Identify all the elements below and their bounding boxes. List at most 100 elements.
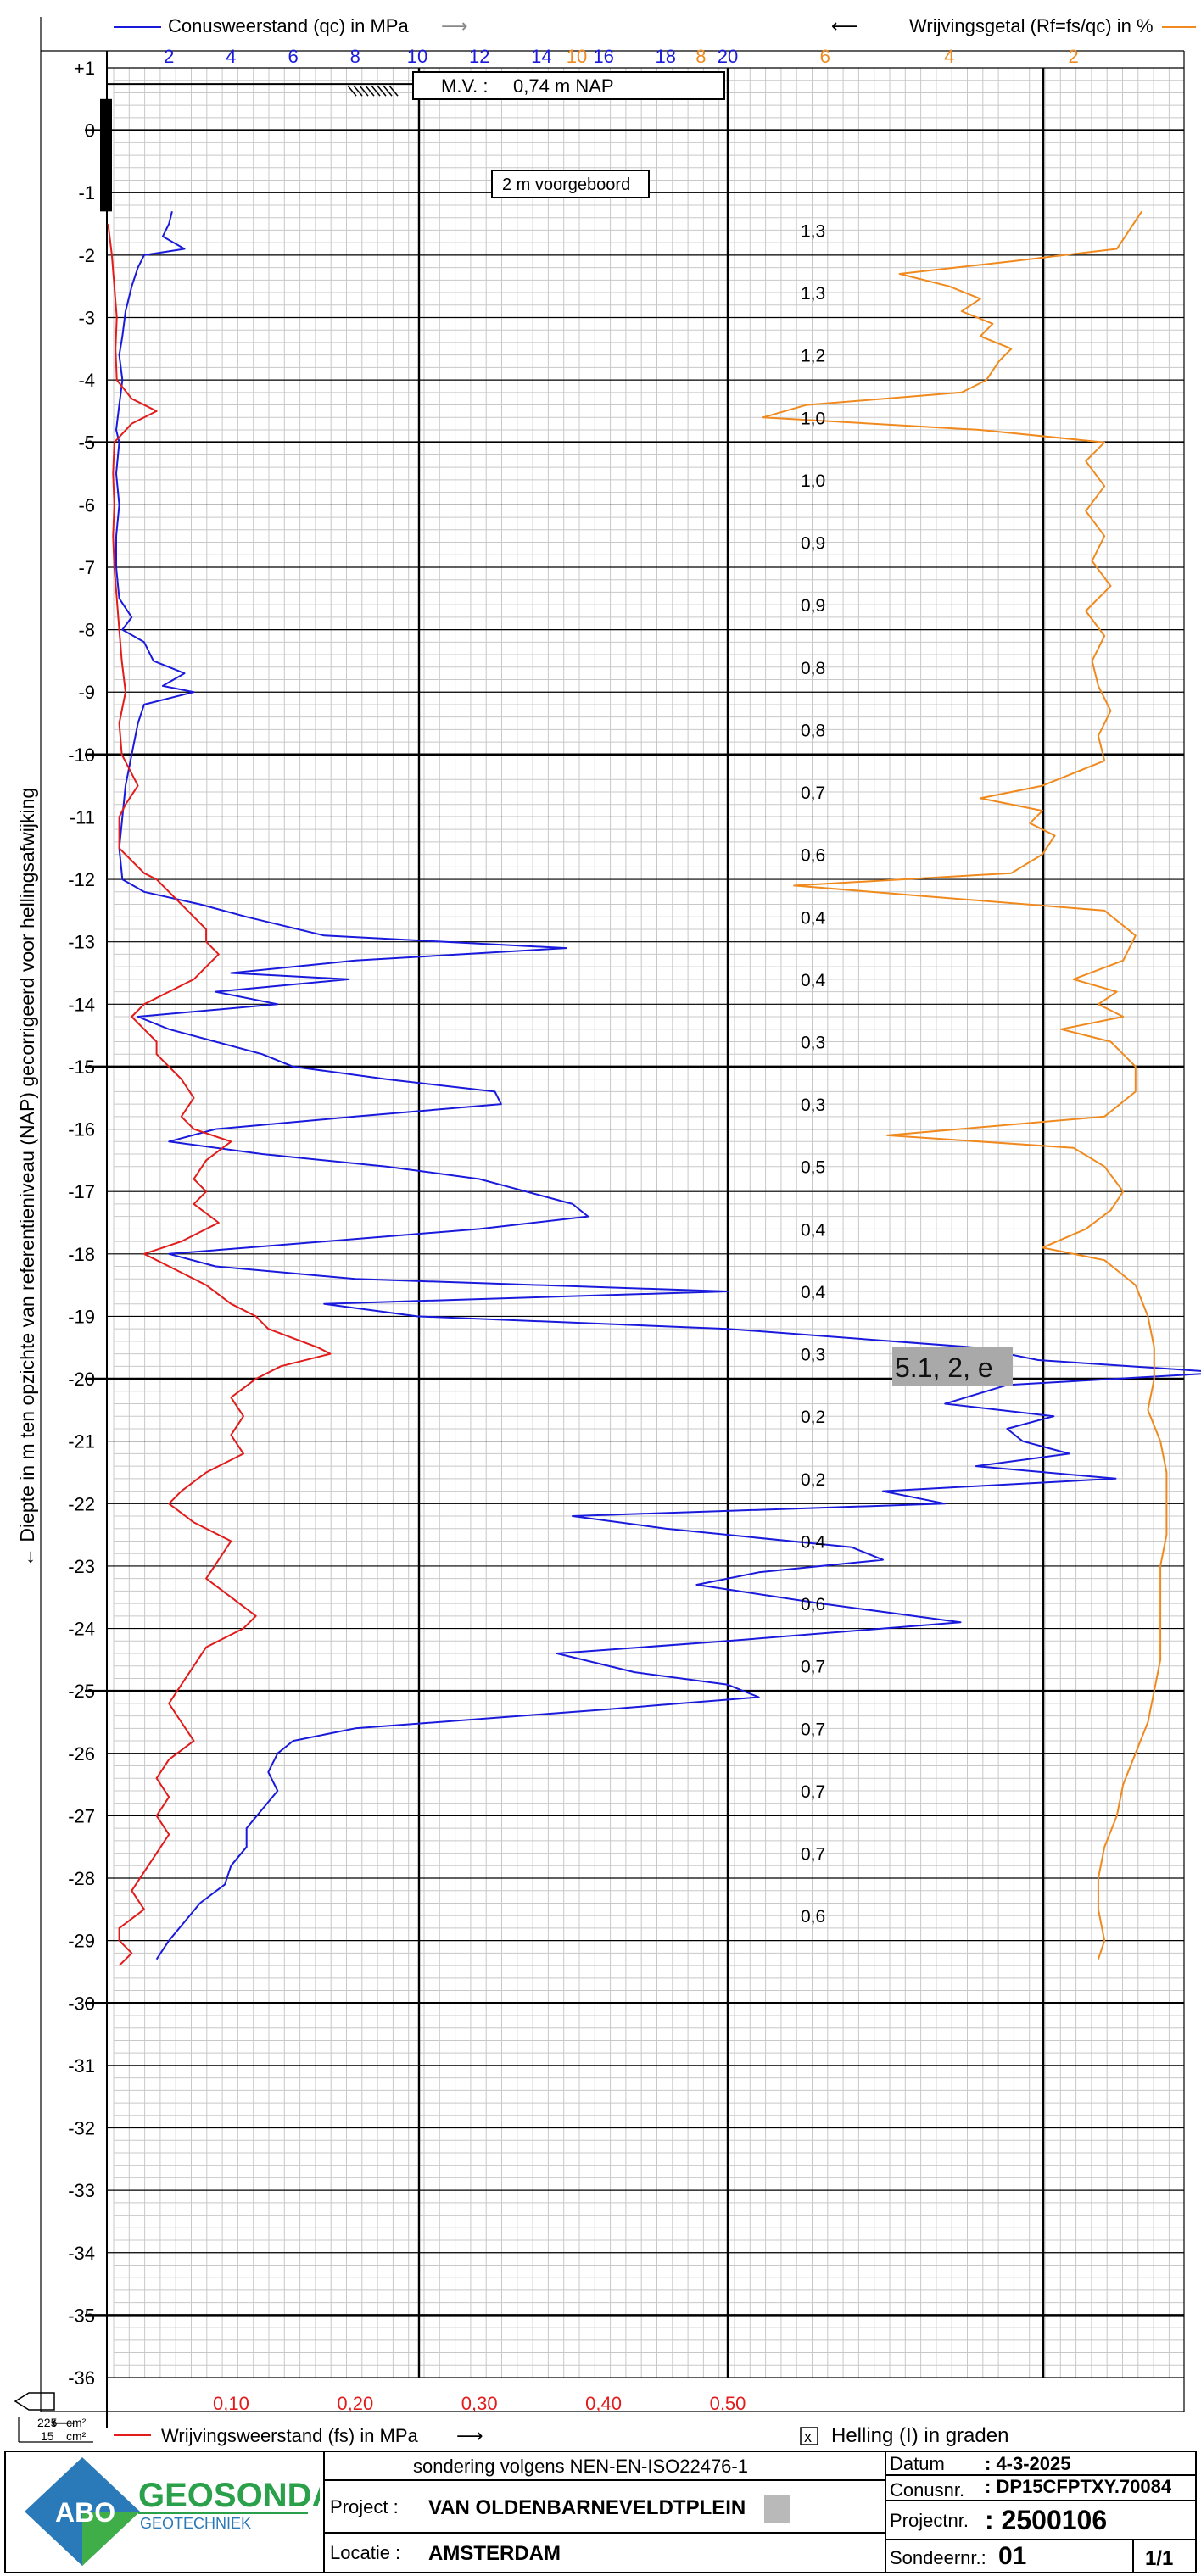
depth-tick-label: -30: [68, 1993, 95, 2014]
rf-average-label: 0,5: [801, 1158, 825, 1178]
company-name: GEOSONDA: [138, 2477, 320, 2514]
location-label: Locatie :: [330, 2542, 401, 2563]
area-unit-1: cm²: [66, 2416, 87, 2429]
qc-tick-label: 18: [656, 46, 676, 67]
sondeer-label: Sondeernr.:: [890, 2547, 986, 2568]
rf-tick-label: 4: [944, 46, 954, 67]
depth-tick-label: -12: [68, 869, 95, 890]
fs-axis-title: Wrijvingsweerstand (fs) in MPa: [161, 2425, 419, 2446]
logo-cell: ABO GEOSONDA GEOTECHNIEK: [4, 2451, 325, 2573]
depth-tick-label: -31: [68, 2055, 95, 2077]
rf-average-label: 0,2: [801, 1408, 825, 1427]
depth-tick-label: -9: [78, 682, 95, 703]
qc-tick-label: 20: [718, 46, 738, 67]
qc-tick-label: 8: [350, 46, 360, 67]
depth-tick-label: -19: [68, 1306, 95, 1327]
rf-axis-title: Wrijvingsgetal (Rf=fs/qc) in %: [909, 15, 1154, 36]
depth-tick-label: -7: [78, 557, 95, 578]
depth-tick-label: -5: [78, 432, 95, 454]
qc-tick-label: 16: [593, 46, 613, 67]
projectnr-value: : 2500106: [985, 2505, 1108, 2535]
sondeer-cell: Sondeernr.: 01: [885, 2539, 1134, 2573]
project-value: VAN OLDENBARNEVELDTPLEIN: [428, 2496, 746, 2519]
depth-tick-label: -27: [68, 1805, 95, 1826]
overlay-label: 5.1, 2, e: [895, 1352, 993, 1383]
depth-tick-label: -24: [68, 1619, 95, 1640]
arrow-right-icon: ⟶: [441, 15, 468, 36]
mv-value: 0,74 m NAP: [513, 75, 614, 97]
rf-average-label: 0,4: [801, 908, 826, 928]
logo-text: ABO: [55, 2497, 115, 2528]
rf-average-label: 1,2: [801, 347, 825, 366]
location-value: AMSTERDAM: [428, 2542, 561, 2565]
company-sub: GEOTECHNIEK: [140, 2515, 251, 2532]
fs-tick-label: 0,50: [710, 2393, 746, 2414]
rf-average-label: 0,3: [801, 1346, 825, 1365]
mv-label: M.V. :: [441, 75, 488, 97]
inclination-check-mark: x: [804, 2428, 812, 2445]
depth-tick-label: -6: [78, 494, 95, 516]
inclination-label: Helling (I) in graden: [831, 2424, 1008, 2447]
depth-tick-label: -35: [68, 2305, 95, 2326]
rf-average-label: 0,2: [801, 1470, 825, 1490]
project-label: Project :: [330, 2496, 399, 2517]
rf-average-label: 1,3: [801, 221, 825, 241]
depth-tick-label: -28: [68, 1868, 95, 1889]
depth-tick-label: -21: [68, 1431, 95, 1452]
redaction-box: [764, 2495, 790, 2523]
depth-tick-label: +1: [74, 58, 95, 79]
rf-average-label: 0,9: [801, 534, 825, 554]
rf-average-label: 0,7: [801, 1845, 825, 1865]
cone-label: Conusnr.: [890, 2479, 965, 2501]
qc-tick-label: 2: [164, 46, 174, 67]
depth-tick-label: -22: [68, 1493, 95, 1514]
projectnr-cell: Projectnr. : 2500106: [885, 2500, 1197, 2540]
qc-tick-label: 12: [469, 46, 489, 67]
title-block: [4, 2451, 1197, 2573]
date-label: Datum: [890, 2453, 945, 2474]
qc-axis-title: Conusweerstand (qc) in MPa: [168, 15, 409, 36]
area-top: 225: [37, 2416, 58, 2429]
depth-tick-label: -29: [68, 1931, 95, 1952]
hatch-mark: [365, 85, 375, 97]
qc-tick-label: 10: [407, 46, 427, 67]
qc-tick-label: 14: [531, 46, 551, 67]
cone-cell: Conusnr. : DP15CFPTXY.70084: [885, 2474, 1197, 2501]
depth-tick-label: -13: [68, 932, 95, 953]
rf-average-label: 0,6: [801, 1907, 825, 1926]
rf-average-label: 0,4: [801, 1532, 826, 1552]
rf-average-label: 0,7: [801, 1782, 825, 1802]
chart-series: [107, 210, 1201, 1966]
norm-text: sondering volgens NEN-EN-ISO22476-1: [413, 2456, 748, 2477]
predrill-box: [491, 170, 650, 198]
hatch-mark: [371, 85, 381, 97]
rf-tick-label: 10: [567, 46, 587, 67]
fs-tick-label: 0,20: [337, 2393, 373, 2414]
depth-tick-label: -17: [68, 1181, 95, 1202]
chart-grid: [113, 67, 1184, 2378]
hatch-mark: [359, 85, 369, 97]
date-value: : 4-3-2025: [985, 2453, 1071, 2474]
rf-tick-label: 6: [820, 46, 830, 67]
depth-tick-label: -14: [68, 994, 95, 1015]
location-cell: Locatie : AMSTERDAM: [323, 2532, 886, 2573]
depth-tick-label: -33: [68, 2180, 95, 2201]
arrow-left-icon: ⟵: [51, 2414, 75, 2433]
rf-average-label: 0,8: [801, 721, 825, 740]
qc-tick-label: 6: [288, 46, 298, 67]
area-bottom: 15: [41, 2429, 54, 2443]
depth-tick-label: -23: [68, 1556, 95, 1577]
depth-tick-label: -1: [78, 182, 95, 204]
depth-tick-label: -18: [68, 1244, 95, 1265]
cone-area-icon: [14, 2392, 93, 2443]
depth-axis-title: ← Diepte in m ten opzichte van referenti…: [16, 788, 38, 1567]
rf-average-label: 0,6: [801, 1595, 825, 1614]
date-cell: Datum : 4-3-2025: [885, 2451, 1197, 2476]
rf-average-label: 0,3: [801, 1096, 825, 1115]
hatch-mark: [388, 85, 399, 97]
depth-tick-label: -11: [70, 806, 95, 828]
hatch-mark: [383, 85, 393, 97]
depth-tick-label: -4: [78, 370, 95, 391]
sondeer-value: 01: [998, 2542, 1027, 2570]
fs-series-line: [107, 223, 332, 1966]
